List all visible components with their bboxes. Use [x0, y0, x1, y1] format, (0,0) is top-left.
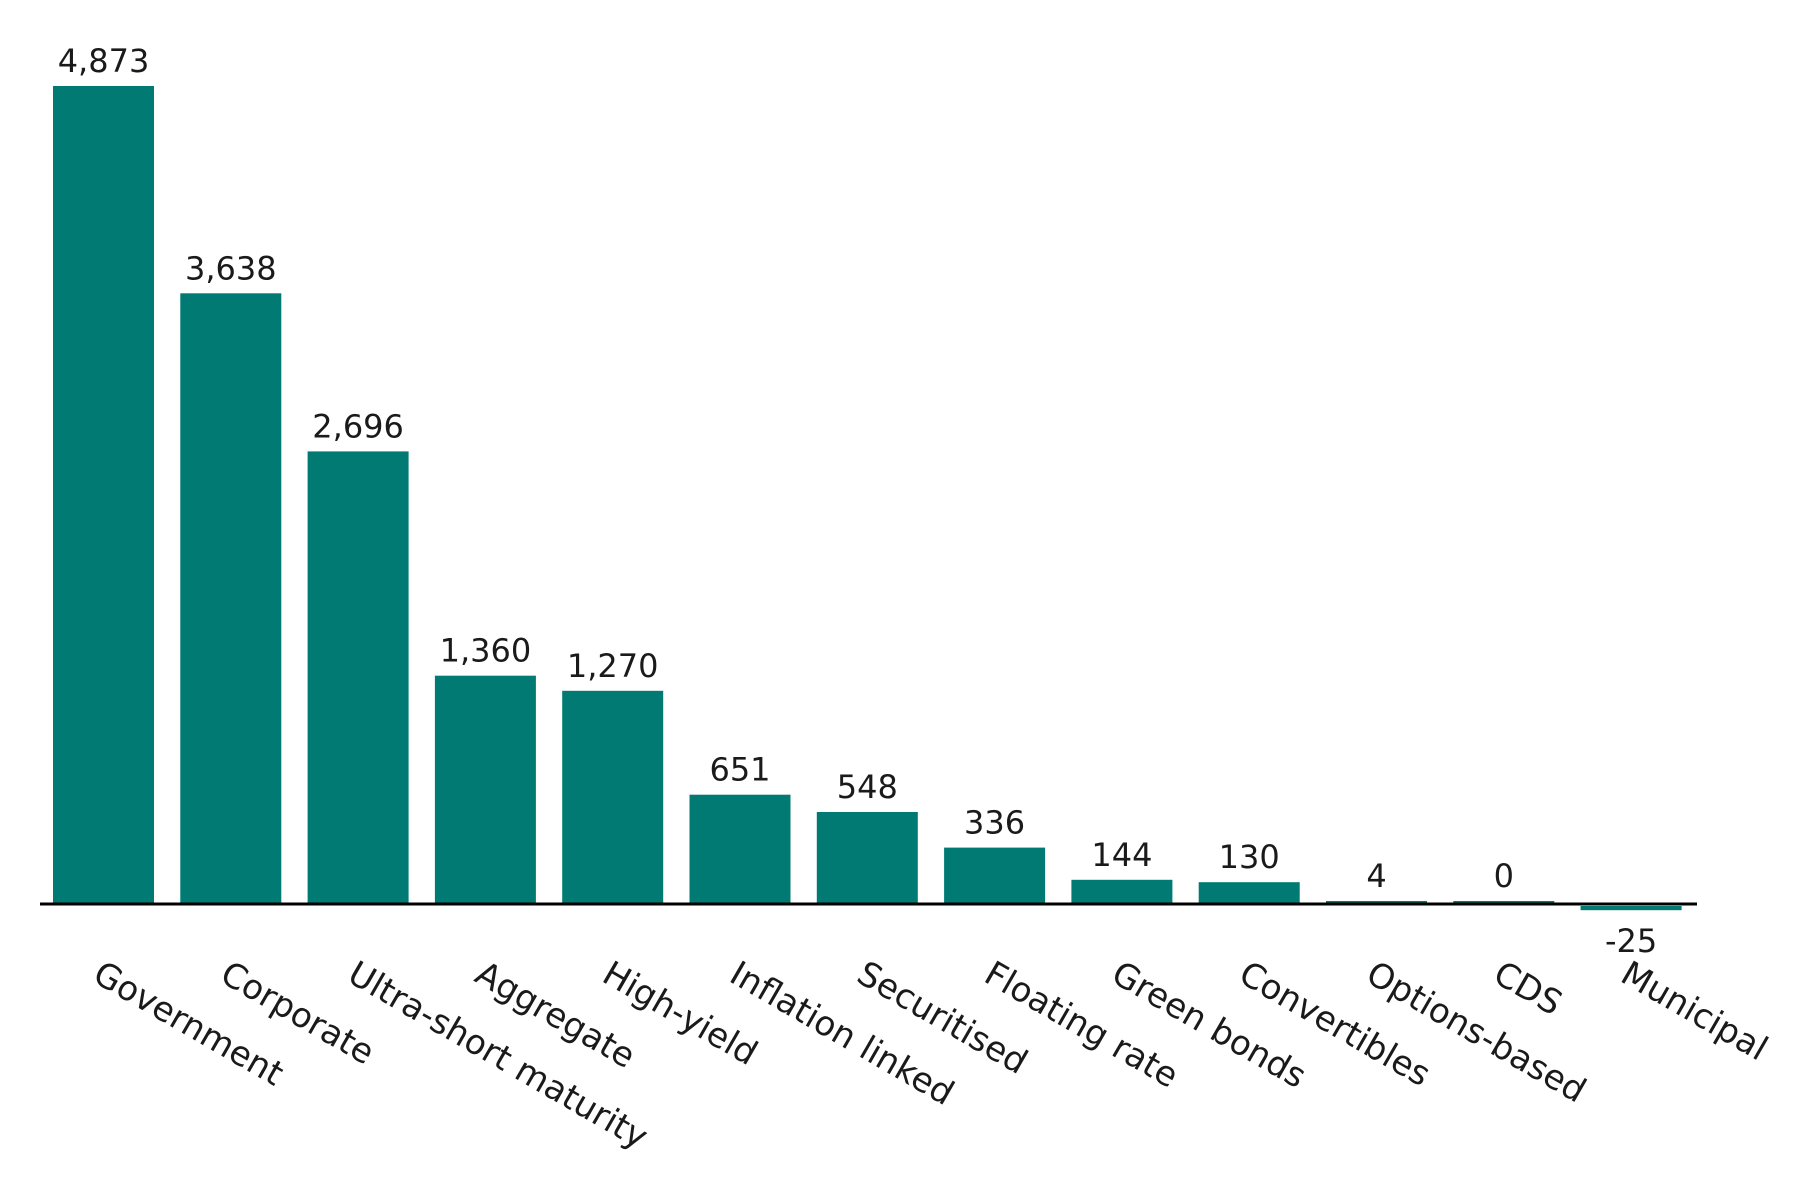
value-label-8: 144: [1091, 836, 1152, 874]
category-label-12: Municipal: [1614, 954, 1774, 1070]
bar-3: [434, 675, 536, 904]
category-label-10: Options-based: [1360, 954, 1593, 1112]
bar-6: [816, 812, 918, 904]
bar-12: [1580, 906, 1682, 911]
bar-5: [689, 794, 791, 904]
value-label-2: 2,696: [312, 407, 404, 445]
bar-8: [1071, 879, 1173, 904]
value-label-5: 651: [709, 751, 770, 789]
bar-2: [307, 451, 409, 904]
category-label-11: CDS: [1487, 954, 1569, 1024]
value-label-6: 548: [837, 768, 898, 806]
category-label-5: Inflation linked: [723, 954, 961, 1114]
bars-layer: [53, 86, 1682, 911]
bar-1: [180, 293, 282, 904]
value-label-9: 130: [1219, 838, 1280, 876]
value-label-3: 1,360: [440, 632, 532, 670]
bar-4: [562, 690, 664, 904]
bar-7: [944, 847, 1046, 904]
bar-9: [1198, 882, 1300, 904]
value-label-11: 0: [1494, 857, 1514, 895]
bar-0: [53, 86, 154, 904]
value-label-1: 3,638: [185, 249, 277, 287]
value-label-7: 336: [964, 804, 1025, 842]
value-label-12: -25: [1605, 922, 1657, 960]
value-label-0: 4,873: [58, 42, 150, 80]
value-labels-layer: 4,873 3,638 2,696 1,360 1,270 651 548 336 144 130…: [58, 42, 1658, 960]
value-label-10: 4: [1366, 857, 1386, 895]
value-label-4: 1,270: [567, 647, 659, 685]
